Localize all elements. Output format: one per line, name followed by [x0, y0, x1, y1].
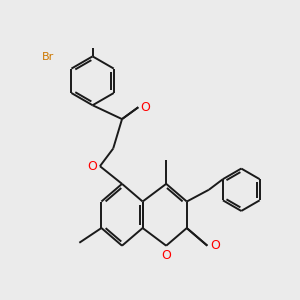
Text: Br: Br [42, 52, 55, 62]
Text: O: O [161, 249, 171, 262]
Text: O: O [88, 160, 98, 173]
Text: O: O [210, 239, 220, 252]
Text: O: O [141, 101, 151, 114]
